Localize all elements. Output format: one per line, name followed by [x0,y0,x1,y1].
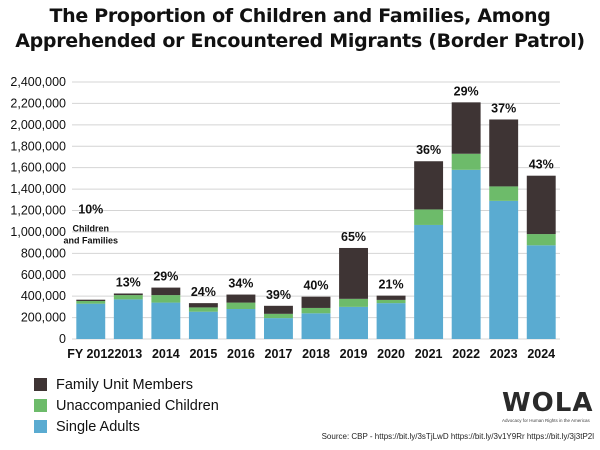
bar-segment [414,161,444,210]
bar-segment [113,293,143,296]
bar-segment [264,305,293,314]
x-tick-label: 2023 [490,347,518,361]
bar-percent-label: 29% [454,84,479,98]
wola-logo: WOLA Advocacy for Human Rights in the Am… [502,388,598,428]
annotation-label: and Families [64,236,119,246]
bar-segment [151,287,181,296]
bar-segment [526,245,556,339]
bar-percent-label: 37% [491,101,516,115]
bar-segment [376,299,406,304]
y-tick-label: 2,000,000 [10,118,66,132]
logo-text: WOLA [502,388,594,418]
bar-segment [113,299,143,339]
bar-percent-label: 10% [78,203,103,217]
y-tick-label: 1,200,000 [10,204,66,218]
bar-segment [188,303,218,308]
bar-percent-label: 65% [341,230,366,244]
bar-percent-label: 36% [416,143,441,157]
y-tick-label: 0 [59,332,66,346]
bar-segment [489,119,519,187]
bar-segment [301,307,331,314]
bar-segment [376,295,406,300]
bar-segment [451,153,481,170]
bar-segment [339,298,368,307]
bar-segment [226,309,256,339]
legend: Family Unit Members Unaccompanied Childr… [34,374,219,437]
bar-chart: 0 200,000 400,000 600,000 800,000 1,000,000 1,… [10,75,560,361]
bar-segment [301,296,331,308]
legend-swatch-single-adults [34,420,47,433]
bar-segment [451,102,481,154]
bar-segment [188,307,218,312]
x-tick-label: 2016 [227,347,255,361]
legend-swatch-family-units [34,378,47,391]
y-tick-label: 2,400,000 [10,75,66,89]
bar-segment [226,294,256,303]
bar-segment [526,175,556,235]
chart-title-line-2: Apprehended or Encountered Migrants (Bor… [15,30,585,52]
y-tick-label: 2,200,000 [10,96,66,110]
y-tick-label: 200,000 [21,311,66,325]
legend-label-family-units: Family Unit Members [56,376,193,393]
bar-percent-label: 39% [266,288,291,302]
bar-segment [451,169,481,339]
legend-label-single-adults: Single Adults [56,418,140,435]
bar-percent-label: 13% [116,275,141,289]
bar-segment [264,313,293,319]
x-tick-label: 2020 [377,347,405,361]
x-tick-label: 2022 [452,347,480,361]
bar-percent-label: 43% [529,158,554,172]
y-tick-label: 600,000 [21,268,66,282]
x-tick-label: 2021 [415,347,443,361]
y-tick-label: 1,800,000 [10,139,66,153]
logo-tagline: Advocacy for Human Rights in the America… [502,418,590,423]
bar-segment [151,302,181,339]
legend-item-single-adults: Single Adults [34,416,219,437]
bar-percent-label: 24% [191,285,216,299]
legend-item-family-units: Family Unit Members [34,374,219,395]
x-tick-label: 2019 [340,347,368,361]
bar-segment [489,200,519,339]
x-tick-label: 2017 [265,347,293,361]
legend-label-unaccompanied-children: Unaccompanied Children [56,397,219,414]
bar-segment [526,234,556,246]
y-tick-label: 800,000 [21,246,66,260]
legend-swatch-unaccompanied-children [34,399,47,412]
source-note: Source: CBP - https://bit.ly/3sTjLwD htt… [321,432,594,441]
bar-percent-label: 40% [303,279,328,293]
bar-segment [414,209,444,225]
bar-segment [339,306,368,339]
y-tick-label: 1,400,000 [10,182,66,196]
bar-percent-label: 21% [379,278,404,292]
x-tick-label: 2014 [152,347,180,361]
bar-segment [76,300,106,304]
bar-percent-label: 34% [228,277,253,291]
chart-title: The Proportion of Children and Families,… [0,4,600,54]
bar-segment [264,318,293,339]
bar-segment [188,311,218,339]
bar-segment [151,295,181,303]
bar-segment [76,303,106,339]
bar-segment [414,224,444,339]
x-tick-label: FY 2012 [67,347,114,361]
bar-percent-label: 29% [153,270,178,284]
x-tick-label: 2024 [527,347,555,361]
annotation-label: Children [73,224,110,234]
x-tick-label: 2015 [189,347,217,361]
bar-segment [301,313,331,339]
bar-segment [113,295,143,300]
bar-segment [226,302,256,310]
bar-segment [376,303,406,339]
legend-item-unaccompanied-children: Unaccompanied Children [34,395,219,416]
bar-segment [489,186,519,201]
y-tick-label: 1,000,000 [10,225,66,239]
bar-segment [76,299,106,301]
y-tick-label: 1,600,000 [10,161,66,175]
bar-segment [339,247,368,299]
y-tick-label: 400,000 [21,289,66,303]
x-tick-label: 2018 [302,347,330,361]
x-tick-label: 2013 [114,347,142,361]
chart-title-line-1: The Proportion of Children and Families,… [49,5,551,27]
